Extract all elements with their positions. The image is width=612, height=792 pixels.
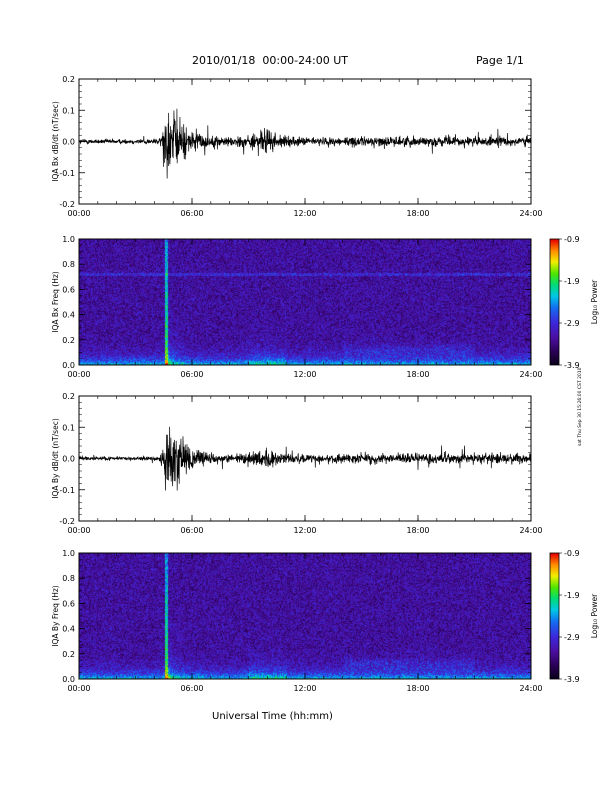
colorbar-tick-label: -2.9 — [564, 633, 580, 642]
colorbar-tick-label: -2.9 — [564, 319, 580, 328]
x-tick-label: 18:00 — [406, 526, 429, 535]
x-tick-label: 06:00 — [180, 684, 203, 693]
colorbar-label: Log₁₀ Power — [590, 279, 599, 324]
y-tick-label: 0.8 — [62, 574, 75, 583]
y-tick-label: 0.0 — [62, 455, 75, 464]
x-tick-label: 06:00 — [180, 526, 203, 535]
colorbar-frame — [549, 238, 560, 366]
y-tick-label: -0.1 — [59, 486, 75, 495]
panel-3: 00:00 06:00 12:00 18:00 24:00 0.2 0.1 0.0 -0.1 -0… — [51, 392, 543, 535]
y-tick-label: 0.1 — [62, 106, 75, 115]
x-tick-label: 00:00 — [67, 209, 90, 218]
y-tick-label: -0.2 — [59, 517, 75, 526]
y-tick-label: 0.8 — [62, 260, 75, 269]
colorbar-frame — [549, 552, 560, 680]
y-tick-label: 0.0 — [62, 361, 75, 370]
x-tick-label: 18:00 — [406, 209, 429, 218]
plot-frame — [78, 78, 532, 205]
y-tick-label: 0.6 — [62, 285, 75, 294]
y-axis-title: IQA Bx Freq (Hz) — [51, 271, 60, 333]
page-number: Page 1/1 — [476, 54, 524, 67]
colorbar-tick-label: -3.9 — [564, 675, 580, 684]
colorbar-tick-label: -3.9 — [564, 361, 580, 370]
y-tick-label: -0.2 — [59, 200, 75, 209]
x-tick-label: 12:00 — [293, 209, 316, 218]
x-tick-label: 24:00 — [519, 684, 542, 693]
colorbar-gradient — [550, 553, 559, 679]
panel-1: 00:00 06:00 12:00 18:00 24:00 0.2 0.1 0.0 -0.1 -0… — [51, 75, 543, 218]
y-tick-label: 0.2 — [62, 75, 75, 84]
x-tick-label: 12:00 — [293, 684, 316, 693]
y-tick-label: 0.2 — [62, 650, 75, 659]
y-tick-label: -0.1 — [59, 169, 75, 178]
x-tick-label: 12:00 — [293, 370, 316, 379]
x-tick-label: 24:00 — [519, 209, 542, 218]
y-tick-label: 0.0 — [62, 138, 75, 147]
x-tick-label: 12:00 — [293, 526, 316, 535]
colorbar-label: Log₁₀ Power — [590, 593, 599, 638]
plot-frame — [78, 238, 532, 366]
panel-2: 00:00 06:00 12:00 18:00 24:00 1.0 0.8 0.6 0.4 0.2… — [51, 235, 543, 379]
x-tick-label: 06:00 — [180, 209, 203, 218]
date-range-title: 2010/01/18 00:00-24:00 UT — [192, 54, 349, 67]
colorbar-bx: -0.9 -1.9 -2.9 -3.9 Log₁₀ Power — [549, 235, 599, 370]
colorbar-tick-label: -0.9 — [564, 549, 580, 558]
series-line — [78, 108, 532, 179]
x-tick-label: 00:00 — [67, 684, 90, 693]
colorbar-tick-label: -1.9 — [564, 277, 580, 286]
x-tick-label: 24:00 — [519, 526, 542, 535]
x-tick-label: 24:00 — [519, 370, 542, 379]
plot-frame — [78, 395, 532, 522]
x-axis-title: Universal Time (hh:mm) — [212, 711, 333, 722]
y-tick-label: 0.1 — [62, 423, 75, 432]
x-tick-label: 18:00 — [406, 684, 429, 693]
x-tick-label: 00:00 — [67, 526, 90, 535]
y-axis-title: IQA By dB/dt (nT/sec) — [51, 418, 60, 499]
y-axis-title: IQA Bx dB/dt (nT/sec) — [51, 101, 60, 182]
x-tick-label: 18:00 — [406, 370, 429, 379]
colorbar-tick-label: -0.9 — [564, 235, 580, 244]
y-tick-label: 0.6 — [62, 599, 75, 608]
colorbar-tick-label: -1.9 — [564, 591, 580, 600]
y-tick-label: 1.0 — [62, 549, 75, 558]
x-tick-label: 06:00 — [180, 370, 203, 379]
spectrogram-image — [79, 553, 531, 679]
side-stamp: sat Thu Sep 30 15:26:00 CST 2010 — [578, 367, 583, 446]
colorbar-by: -0.9 -1.9 -2.9 -3.9 Log₁₀ Power — [549, 549, 599, 684]
series-line — [78, 426, 532, 491]
plot-frame — [78, 552, 532, 680]
y-axis-title: IQA By Freq (Hz) — [51, 585, 60, 647]
spectrogram-image — [79, 239, 531, 365]
y-tick-label: 0.2 — [62, 336, 75, 345]
colorbar-gradient — [550, 239, 559, 365]
x-tick-label: 00:00 — [67, 370, 90, 379]
y-tick-label: 0.0 — [62, 675, 75, 684]
y-tick-label: 0.4 — [62, 625, 75, 634]
y-tick-label: 0.4 — [62, 311, 75, 320]
panel-4: 00:00 06:00 12:00 18:00 24:00 1.0 0.8 0.6 0.4 0.2… — [51, 549, 543, 693]
y-tick-label: 1.0 — [62, 235, 75, 244]
y-tick-label: 0.2 — [62, 392, 75, 401]
